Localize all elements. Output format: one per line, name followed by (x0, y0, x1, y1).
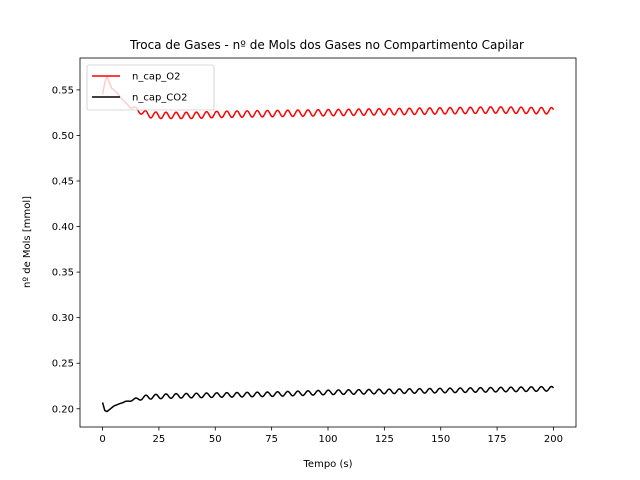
legend-label-n_cap_O2: n_cap_O2 (132, 72, 181, 83)
y-tick-label: 0.40 (52, 222, 74, 233)
x-tick-label: 100 (318, 434, 337, 445)
x-tick-label: 25 (153, 434, 166, 445)
x-tick-label: 50 (209, 434, 222, 445)
y-axis: 0.20 0.25 0.30 0.35 0.40 0.45 0.50 0.55 (52, 85, 80, 415)
y-tick-label: 0.20 (52, 404, 74, 415)
plot-lines (101, 75, 555, 413)
y-axis-label: nº de Mols [mmol] (22, 196, 33, 288)
x-tick-label: 75 (265, 434, 278, 445)
x-axis-label: Tempo (s) (303, 459, 353, 470)
y-tick-label: 0.35 (52, 268, 74, 279)
x-tick-label: 200 (544, 434, 563, 445)
legend-label-n_cap_CO2: n_cap_CO2 (132, 93, 188, 104)
y-tick-label: 0.50 (52, 131, 74, 142)
x-axis: 0 25 50 75 100 125 150 175 200 (99, 427, 563, 445)
y-tick-label: 0.30 (52, 313, 74, 324)
y-tick-label: 0.45 (52, 177, 74, 188)
series-line-n_cap_O2 (101, 75, 555, 120)
chart-title: Troca de Gases - nº de Mols dos Gases no… (129, 38, 524, 52)
y-tick-label: 0.55 (52, 85, 74, 96)
x-tick-label: 0 (99, 434, 105, 445)
y-tick-label: 0.25 (52, 359, 74, 370)
series-line-n_cap_CO2 (101, 385, 555, 413)
x-tick-label: 125 (375, 434, 394, 445)
x-tick-label: 150 (431, 434, 450, 445)
x-tick-label: 175 (488, 434, 507, 445)
legend: n_cap_O2 n_cap_CO2 (86, 64, 215, 111)
